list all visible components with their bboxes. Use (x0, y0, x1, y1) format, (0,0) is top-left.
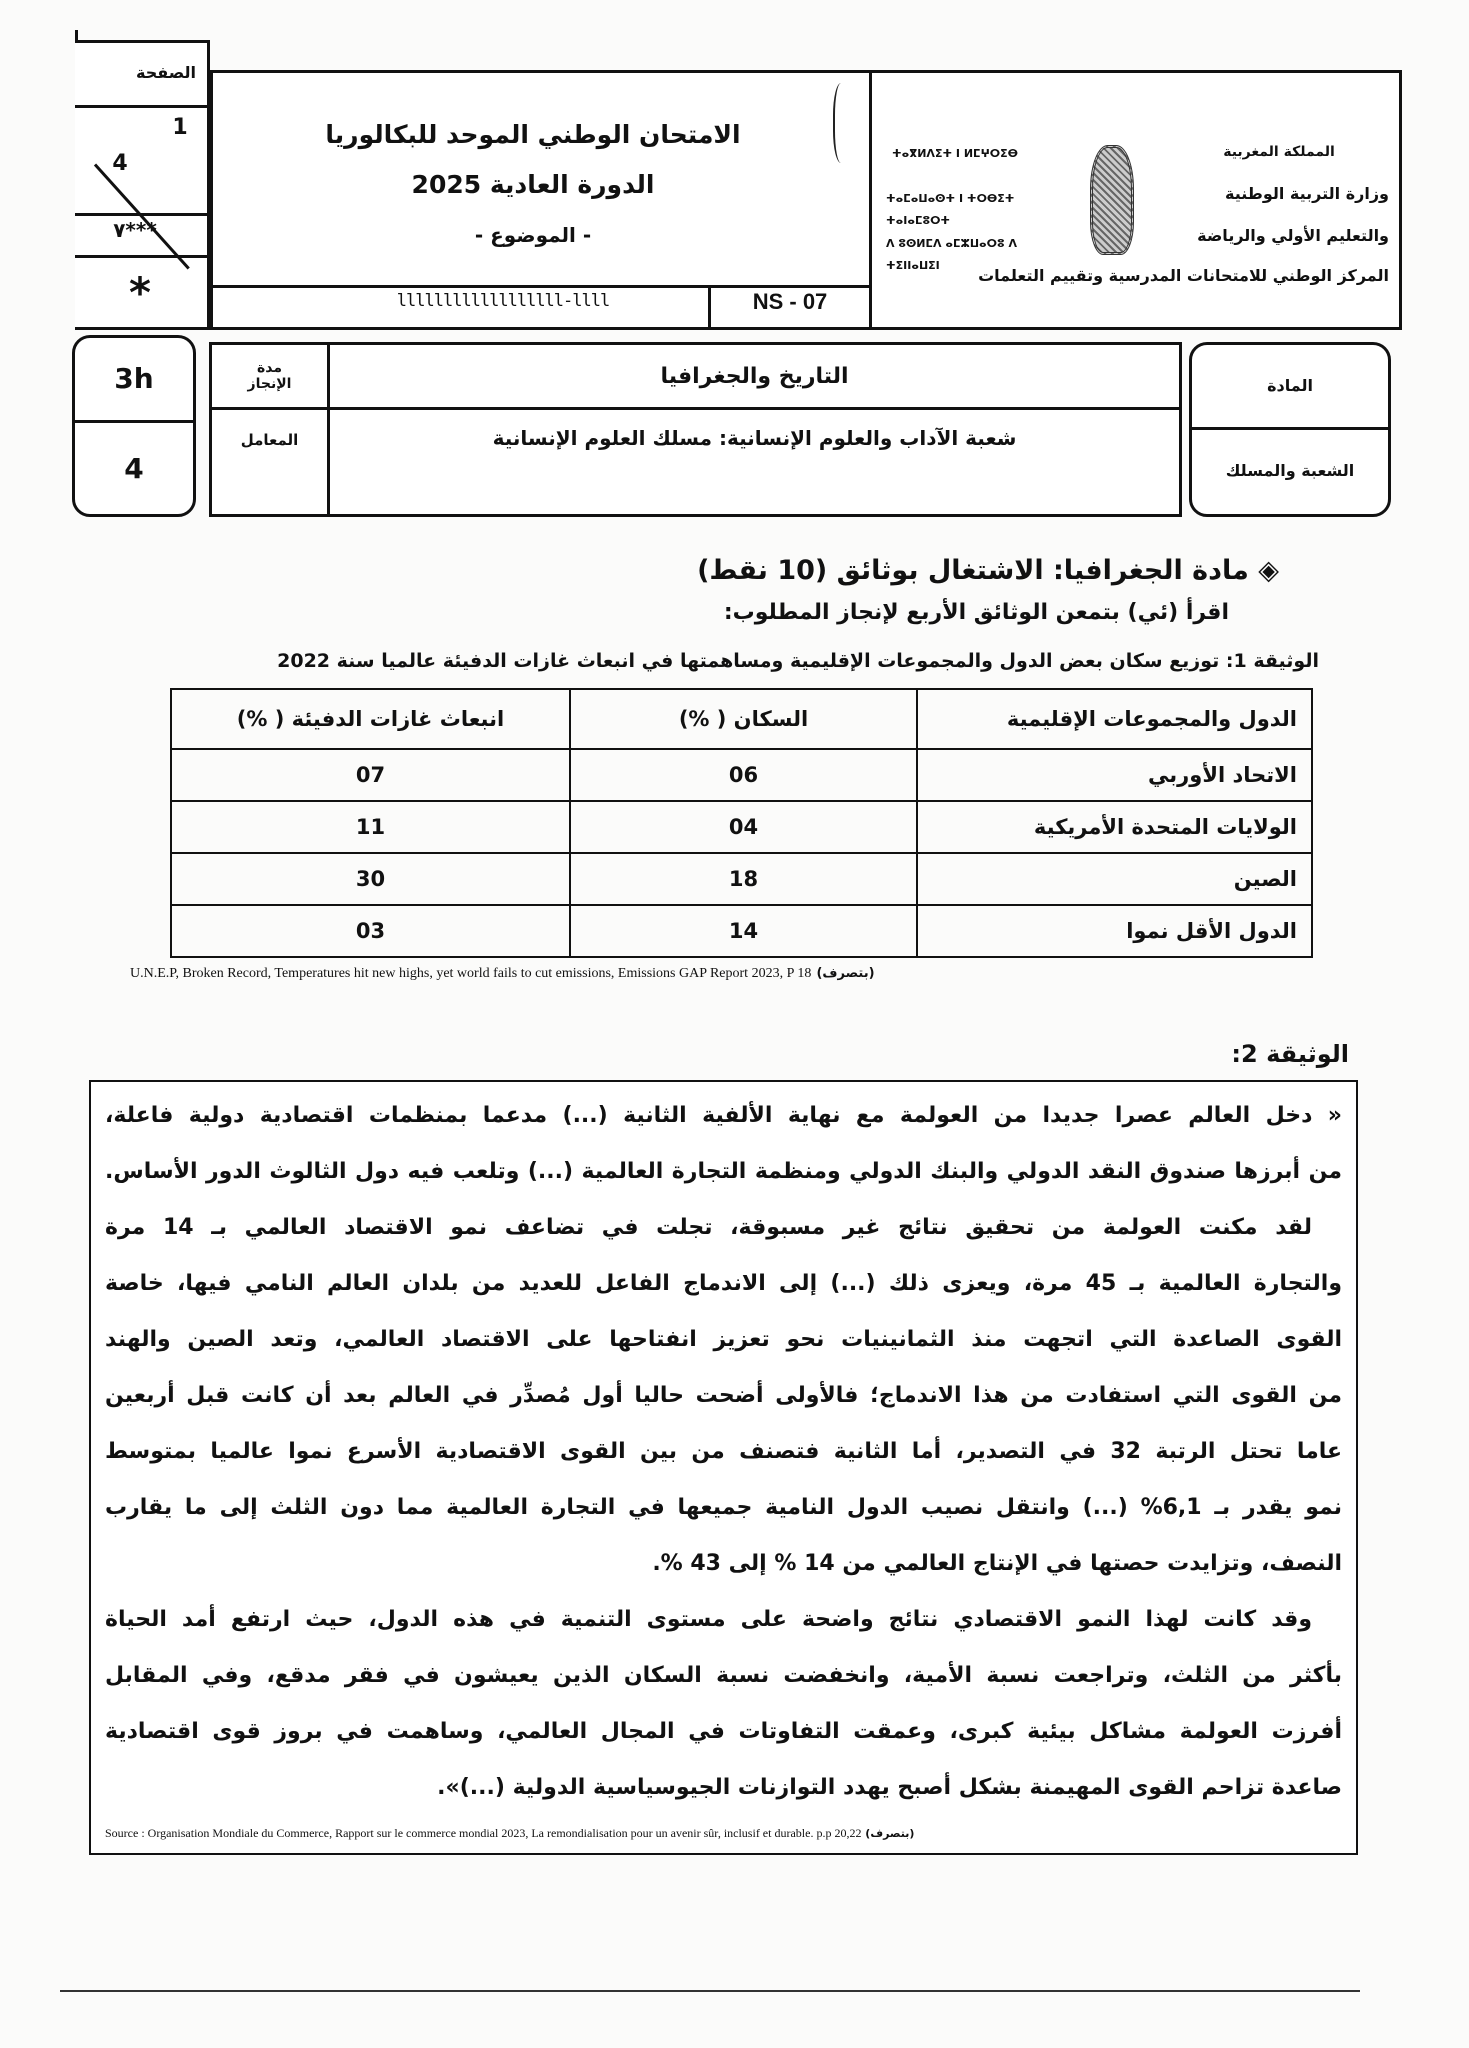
text-line: من أبرزها صندوق النقد الدولي والبنك الدو… (105, 1159, 1342, 1184)
table-header-row: الدول والمجموعات الإقليمية السكان ( %) ا… (170, 688, 1313, 750)
duration-coef-box: 3h 4 (72, 335, 196, 517)
duration-value: 3h (114, 361, 154, 395)
region-cell: الدول الأقل نموا (916, 904, 1313, 958)
exam-title-box: الامتحان الوطني الموحد للبكالوريا الدورة… (210, 70, 872, 330)
population-cell: 18 (569, 852, 918, 906)
text-line: نمو يقدر بـ 6,1% (...) وانتقل نصيب الدول… (105, 1495, 1342, 1520)
ministry-box: ⵜⴰⴳⵍⴷⵉⵜ ⵏ ⵍⵎⵖⵔⵉⴱ ⵜⴰⵎⴰⵡⴰⵙⵜ ⵏ ⵜⵔⴱⵉⵜ ⵜⴰⵏⴰⵎⵓ… (872, 70, 1402, 330)
table-row: الصين 18 30 (170, 852, 1313, 906)
population-cell: 06 (569, 748, 918, 802)
region-cell: الولايات المتحدة الأمريكية (916, 800, 1313, 854)
page-label: الصفحة (136, 63, 197, 82)
population-cell: 14 (569, 904, 918, 958)
table-row: الاتحاد الأوربي 06 07 (170, 748, 1313, 802)
emissions-cell: 07 (170, 748, 571, 802)
doc1-source: U.N.E.P, Broken Record, Temperatures hit… (130, 962, 875, 982)
text-line: أفرزت العولمة مشاكل بيئية كبرى، وعمقت ال… (105, 1719, 1342, 1744)
population-cell: 04 (569, 800, 918, 854)
table-row: الدول الأقل نموا 14 03 (170, 904, 1313, 958)
doc2-source-text: Source : Organisation Mondiale du Commer… (105, 1826, 862, 1840)
barcode-text: llllllllllllllllll-llll (396, 291, 610, 311)
doc1-caption: الوثيقة 1: توزيع سكان بعض الدول والمجموع… (277, 650, 1319, 672)
page-info-box: الصفحة 1 4 ٧*** * (75, 40, 210, 330)
page-total: 4 (112, 151, 128, 176)
code-stars: ٧*** (113, 218, 157, 242)
exam-code: NS - 07 (752, 289, 828, 314)
text-line: « دخل العالم عصرا جديدا من العولمة مع نه… (105, 1103, 1342, 1128)
text-line: صاعدة تزاحم القوى المهيمنة بشكل أصبح يهد… (437, 1775, 1342, 1800)
subject-name: التاريخ والجغرافيا (660, 363, 849, 389)
text-line: والتجارة العالمية بـ 45 مرة، ويعزى ذلك (… (105, 1271, 1342, 1296)
star-mark: * (129, 268, 151, 317)
exam-title: الامتحان الوطني الموحد للبكالوريا (325, 120, 741, 149)
ministry-line: المركز الوطني للامتحانات المدرسية وتقييم… (978, 266, 1389, 285)
exam-subject-label: - الموضوع - (474, 223, 592, 247)
tifinagh-line: ⵜⴰⵎⴰⵡⴰⵙⵜ ⵏ ⵜⵔⴱⵉⵜ ⵜⴰⵏⴰⵎⵓⵔⵜ (886, 192, 1015, 227)
emissions-cell: 11 (170, 800, 571, 854)
duration-label: مدة الإنجاز (247, 360, 292, 392)
text-line: عاما تحتل الرتبة 32 في التصدير، أما الثا… (105, 1439, 1342, 1464)
tifinagh-line: ⵜⴰⴳⵍⴷⵉⵜ ⵏ ⵍⵎⵖⵔⵉⴱ (892, 147, 1019, 160)
column-header: الدول والمجموعات الإقليمية (916, 688, 1313, 750)
doc2-box: « دخل العالم عصرا جديدا من العولمة مع نه… (89, 1080, 1358, 1855)
ministry-line: المملكة المغربية (1223, 144, 1335, 160)
column-header: السكان ( %) (569, 688, 918, 750)
ministry-line: وزارة التربية الوطنية (1224, 184, 1389, 203)
section-title: ◈ مادة الجغرافيا: الاشتغال بوثائق (10 نق… (697, 555, 1279, 586)
subject-field-label: المادة (1267, 375, 1313, 395)
emissions-cell: 30 (170, 852, 571, 906)
exam-session: الدورة العادية 2025 (411, 170, 655, 199)
coef-value: 4 (124, 451, 144, 485)
table-row: الولايات المتحدة الأمريكية 04 11 (170, 800, 1313, 854)
page-bottom-rule (60, 1990, 1360, 1992)
stream-name: شعبة الآداب والعلوم الإنسانية: مسلك العل… (492, 425, 1017, 450)
royal-emblem-icon (1090, 145, 1134, 255)
emissions-cell: 03 (170, 904, 571, 958)
instruction: اقرأ (ئي) بتمعن الوثائق الأربع لإنجاز ال… (723, 600, 1229, 625)
doc1-table: الدول والمجموعات الإقليمية السكان ( %) ا… (170, 688, 1313, 958)
signature-mark (833, 83, 853, 163)
ministry-line: والتعليم الأولي والرياضة (1197, 226, 1389, 245)
doc1-source-note: (بتصرف) (816, 966, 875, 981)
labels-box: المادة الشعبة والمسلك (1189, 342, 1391, 517)
tifinagh-line: ⴷ ⵓⵙⵍⵎⴷ ⴰⵎⵣⵡⴰⵔⵓ ⴷ ⵜⵉⵏⵏⴰⵡⵉⵏ (886, 237, 1017, 272)
text-line: بأكثر من الثلث، وتراجعت نسبة الأمية، وان… (105, 1663, 1342, 1688)
doc2-source: Source : Organisation Mondiale du Commer… (105, 1826, 1342, 1841)
region-cell: الاتحاد الأوربي (916, 748, 1313, 802)
subject-table: مدة الإنجاز المعامل التاريخ والجغرافيا ش… (209, 342, 1182, 517)
text-line: النصف، وتزايدت حصتها في الإنتاج العالمي … (652, 1551, 1342, 1576)
page-current: 1 (172, 115, 188, 140)
column-header: انبعاث غازات الدفيئة ( %) (170, 688, 571, 750)
coef-label: المعامل (240, 431, 299, 449)
doc1-source-text: U.N.E.P, Broken Record, Temperatures hit… (130, 966, 812, 981)
text-line: وقد كانت لهذا النمو الاقتصادي نتائج واضح… (105, 1607, 1312, 1632)
doc2-label: الوثيقة 2: (1231, 1040, 1349, 1068)
doc2-source-note: (بتصرف) (865, 1827, 915, 1840)
text-line: القوى الصاعدة التي اتجهت منذ الثمانينيات… (105, 1327, 1342, 1352)
text-line: من القوى التي استفادت من هذا الاندماج؛ ف… (105, 1383, 1342, 1408)
stream-label: الشعبة والمسلك (1225, 460, 1355, 480)
region-cell: الصين (916, 852, 1313, 906)
text-line: لقد مكنت العولمة من تحقيق نتائج غير مسبو… (105, 1215, 1312, 1240)
